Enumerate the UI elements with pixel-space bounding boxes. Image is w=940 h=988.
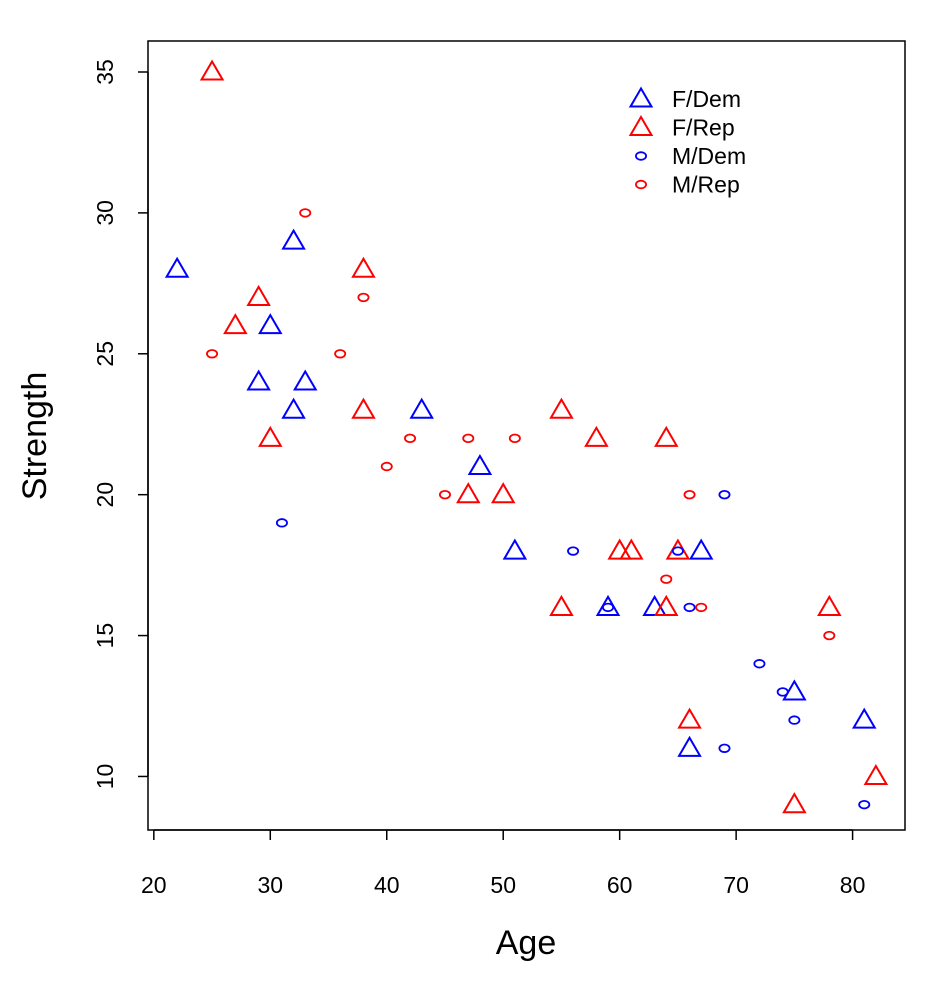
data-point-circle [660, 574, 673, 584]
y-axis-title: Strength [16, 372, 54, 501]
data-point-triangle [351, 397, 376, 419]
series-f-rep [199, 59, 889, 814]
data-point-circle [788, 715, 801, 725]
data-point-triangle [817, 594, 842, 616]
data-point-triangle [549, 594, 574, 616]
data-point-triangle [549, 397, 574, 419]
data-point-triangle [502, 538, 528, 560]
data-point-triangle [351, 256, 376, 278]
data-point-triangle [409, 397, 434, 419]
data-point-triangle [246, 284, 271, 306]
y-tick-label: 10 [92, 764, 118, 790]
legend-item: M/Rep [635, 172, 740, 198]
data-point-triangle [665, 538, 691, 560]
data-point-circle [299, 208, 312, 218]
data-point-triangle [292, 369, 318, 391]
data-point-circle [753, 659, 766, 669]
legend-triangle-marker [628, 86, 654, 108]
data-point-circle [671, 546, 684, 556]
data-point-triangle [199, 59, 225, 81]
legend-circle-marker [635, 151, 648, 161]
data-point-triangle [281, 228, 306, 250]
data-points [164, 59, 889, 814]
legend-item: F/Dem [628, 86, 741, 112]
legend-label: M/Dem [672, 143, 746, 169]
legend-item: F/Rep [628, 115, 735, 141]
y-tick-label: 35 [92, 59, 118, 85]
data-point-circle [683, 489, 696, 500]
data-point-triangle [223, 313, 248, 335]
legend-label: F/Rep [672, 115, 735, 141]
data-point-triangle [164, 256, 190, 278]
y-tick-label: 25 [92, 341, 118, 367]
y-tick-label: 30 [92, 200, 118, 226]
series-m-dem [275, 489, 871, 810]
data-point-circle [357, 292, 370, 303]
data-point-circle [404, 433, 417, 444]
legend-label: F/Dem [672, 86, 741, 112]
data-point-circle [438, 489, 451, 500]
data-point-triangle [677, 735, 702, 757]
plot-frame [147, 40, 906, 831]
y-tick-label: 20 [92, 482, 118, 508]
data-point-circle [567, 546, 580, 556]
x-tick-label: 30 [257, 872, 283, 898]
y-tick-label: 15 [92, 623, 118, 649]
data-point-circle [718, 743, 731, 753]
data-point-triangle [782, 792, 807, 814]
data-point-circle [508, 433, 521, 444]
data-point-circle [380, 461, 393, 472]
data-point-triangle [654, 425, 679, 447]
data-point-circle [695, 602, 708, 613]
data-point-triangle [782, 679, 807, 701]
data-point-circle [718, 489, 731, 500]
data-point-triangle [595, 594, 621, 616]
legend-label: M/Rep [672, 172, 740, 198]
data-point-triangle [863, 763, 889, 786]
data-point-triangle [456, 482, 481, 504]
legend-item: M/Dem [635, 143, 746, 169]
x-tick-label: 50 [490, 872, 516, 898]
data-point-circle [776, 687, 789, 697]
data-point-triangle [619, 538, 644, 560]
x-axis: 20 30 40 50 60 70 80 [141, 829, 866, 898]
data-point-circle [858, 799, 871, 810]
series-m-rep [206, 208, 836, 641]
x-tick-label: 20 [141, 872, 167, 898]
legend-circle-marker [635, 179, 648, 190]
data-point-triangle [281, 397, 306, 419]
series-f-dem [164, 228, 877, 757]
data-point-circle [823, 630, 836, 641]
x-axis-title: Age [496, 924, 557, 962]
x-tick-label: 80 [840, 872, 866, 898]
data-point-circle [334, 349, 347, 359]
data-point-triangle [467, 454, 493, 476]
data-point-circle [602, 602, 615, 613]
data-point-triangle [677, 707, 702, 729]
data-point-triangle [258, 313, 283, 335]
legend-triangle-marker [628, 115, 654, 137]
data-point-circle [206, 349, 219, 359]
data-point-circle [683, 602, 696, 613]
x-tick-label: 60 [607, 872, 633, 898]
x-tick-label: 40 [374, 872, 400, 898]
data-point-triangle [490, 482, 516, 504]
data-point-triangle [688, 538, 714, 560]
data-point-triangle [258, 425, 283, 447]
data-point-triangle [584, 425, 609, 447]
data-point-circle [462, 433, 475, 444]
data-point-triangle [246, 369, 271, 391]
data-point-triangle [654, 594, 679, 616]
data-point-circle [275, 518, 288, 528]
data-point-triangle [852, 707, 877, 729]
y-axis: 10 15 20 25 30 35 [92, 59, 149, 790]
x-tick-label: 70 [723, 872, 749, 898]
